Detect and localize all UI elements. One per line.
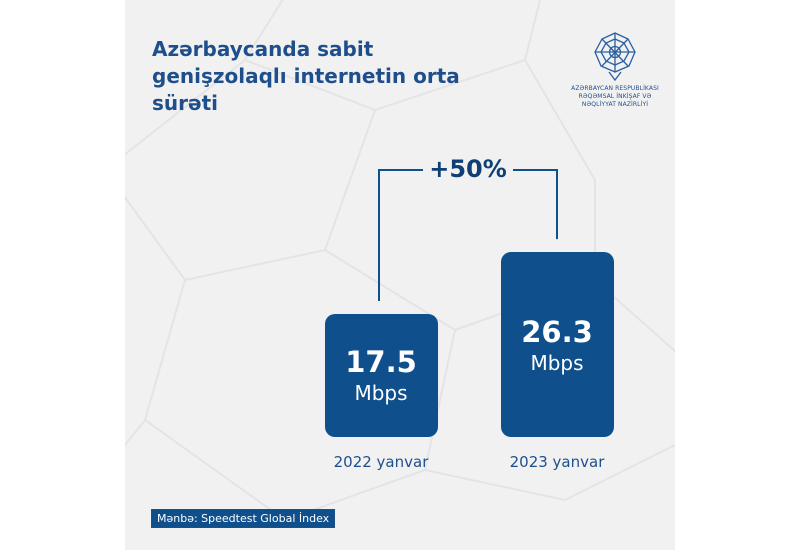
bar-chart: 17.5 Mbps 2022 yanvar 26.3 Mbps 2023 yanvar +5… <box>125 0 675 550</box>
bar-value-label: 17.5 <box>345 345 417 380</box>
bar-unit-label: Mbps <box>530 350 584 375</box>
chart-title: Azərbaycanda sabit genişzolaqlı internet… <box>152 37 460 115</box>
organization-name: AZƏRBAYCAN RESPUBLİKASI RƏQƏMSAL İNKİŞAF… <box>571 85 659 108</box>
growth-annotation: +50% <box>423 155 513 183</box>
infographic-card: Azərbaycanda sabit genişzolaqlı internet… <box>125 0 675 550</box>
bar-2: 26.3 Mbps <box>500 252 614 437</box>
category-label: 2023 yanvar <box>509 453 605 471</box>
bar-unit-label: Mbps <box>354 381 408 406</box>
bar-1: 17.5 Mbps <box>324 313 438 437</box>
ministry-emblem-icon <box>594 32 636 82</box>
category-label: 2022 yanvar <box>333 453 429 471</box>
bar-value-label: 26.3 <box>521 314 593 349</box>
source-label: Mənbə: Speedtest Global İndex <box>151 509 336 528</box>
